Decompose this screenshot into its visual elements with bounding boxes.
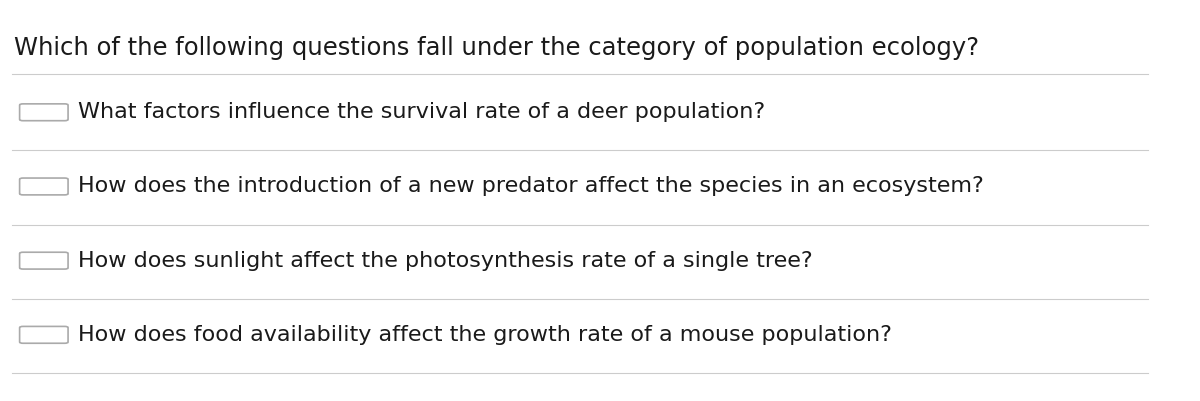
FancyBboxPatch shape bbox=[19, 178, 68, 195]
Text: What factors influence the survival rate of a deer population?: What factors influence the survival rate… bbox=[78, 102, 766, 122]
FancyBboxPatch shape bbox=[19, 326, 68, 343]
Text: Which of the following questions fall under the category of population ecology?: Which of the following questions fall un… bbox=[14, 36, 979, 60]
Text: How does sunlight affect the photosynthesis rate of a single tree?: How does sunlight affect the photosynthe… bbox=[78, 251, 814, 271]
Text: How does the introduction of a new predator affect the species in an ecosystem?: How does the introduction of a new preda… bbox=[78, 176, 984, 196]
Text: How does food availability affect the growth rate of a mouse population?: How does food availability affect the gr… bbox=[78, 325, 893, 345]
FancyBboxPatch shape bbox=[19, 104, 68, 121]
FancyBboxPatch shape bbox=[19, 252, 68, 269]
